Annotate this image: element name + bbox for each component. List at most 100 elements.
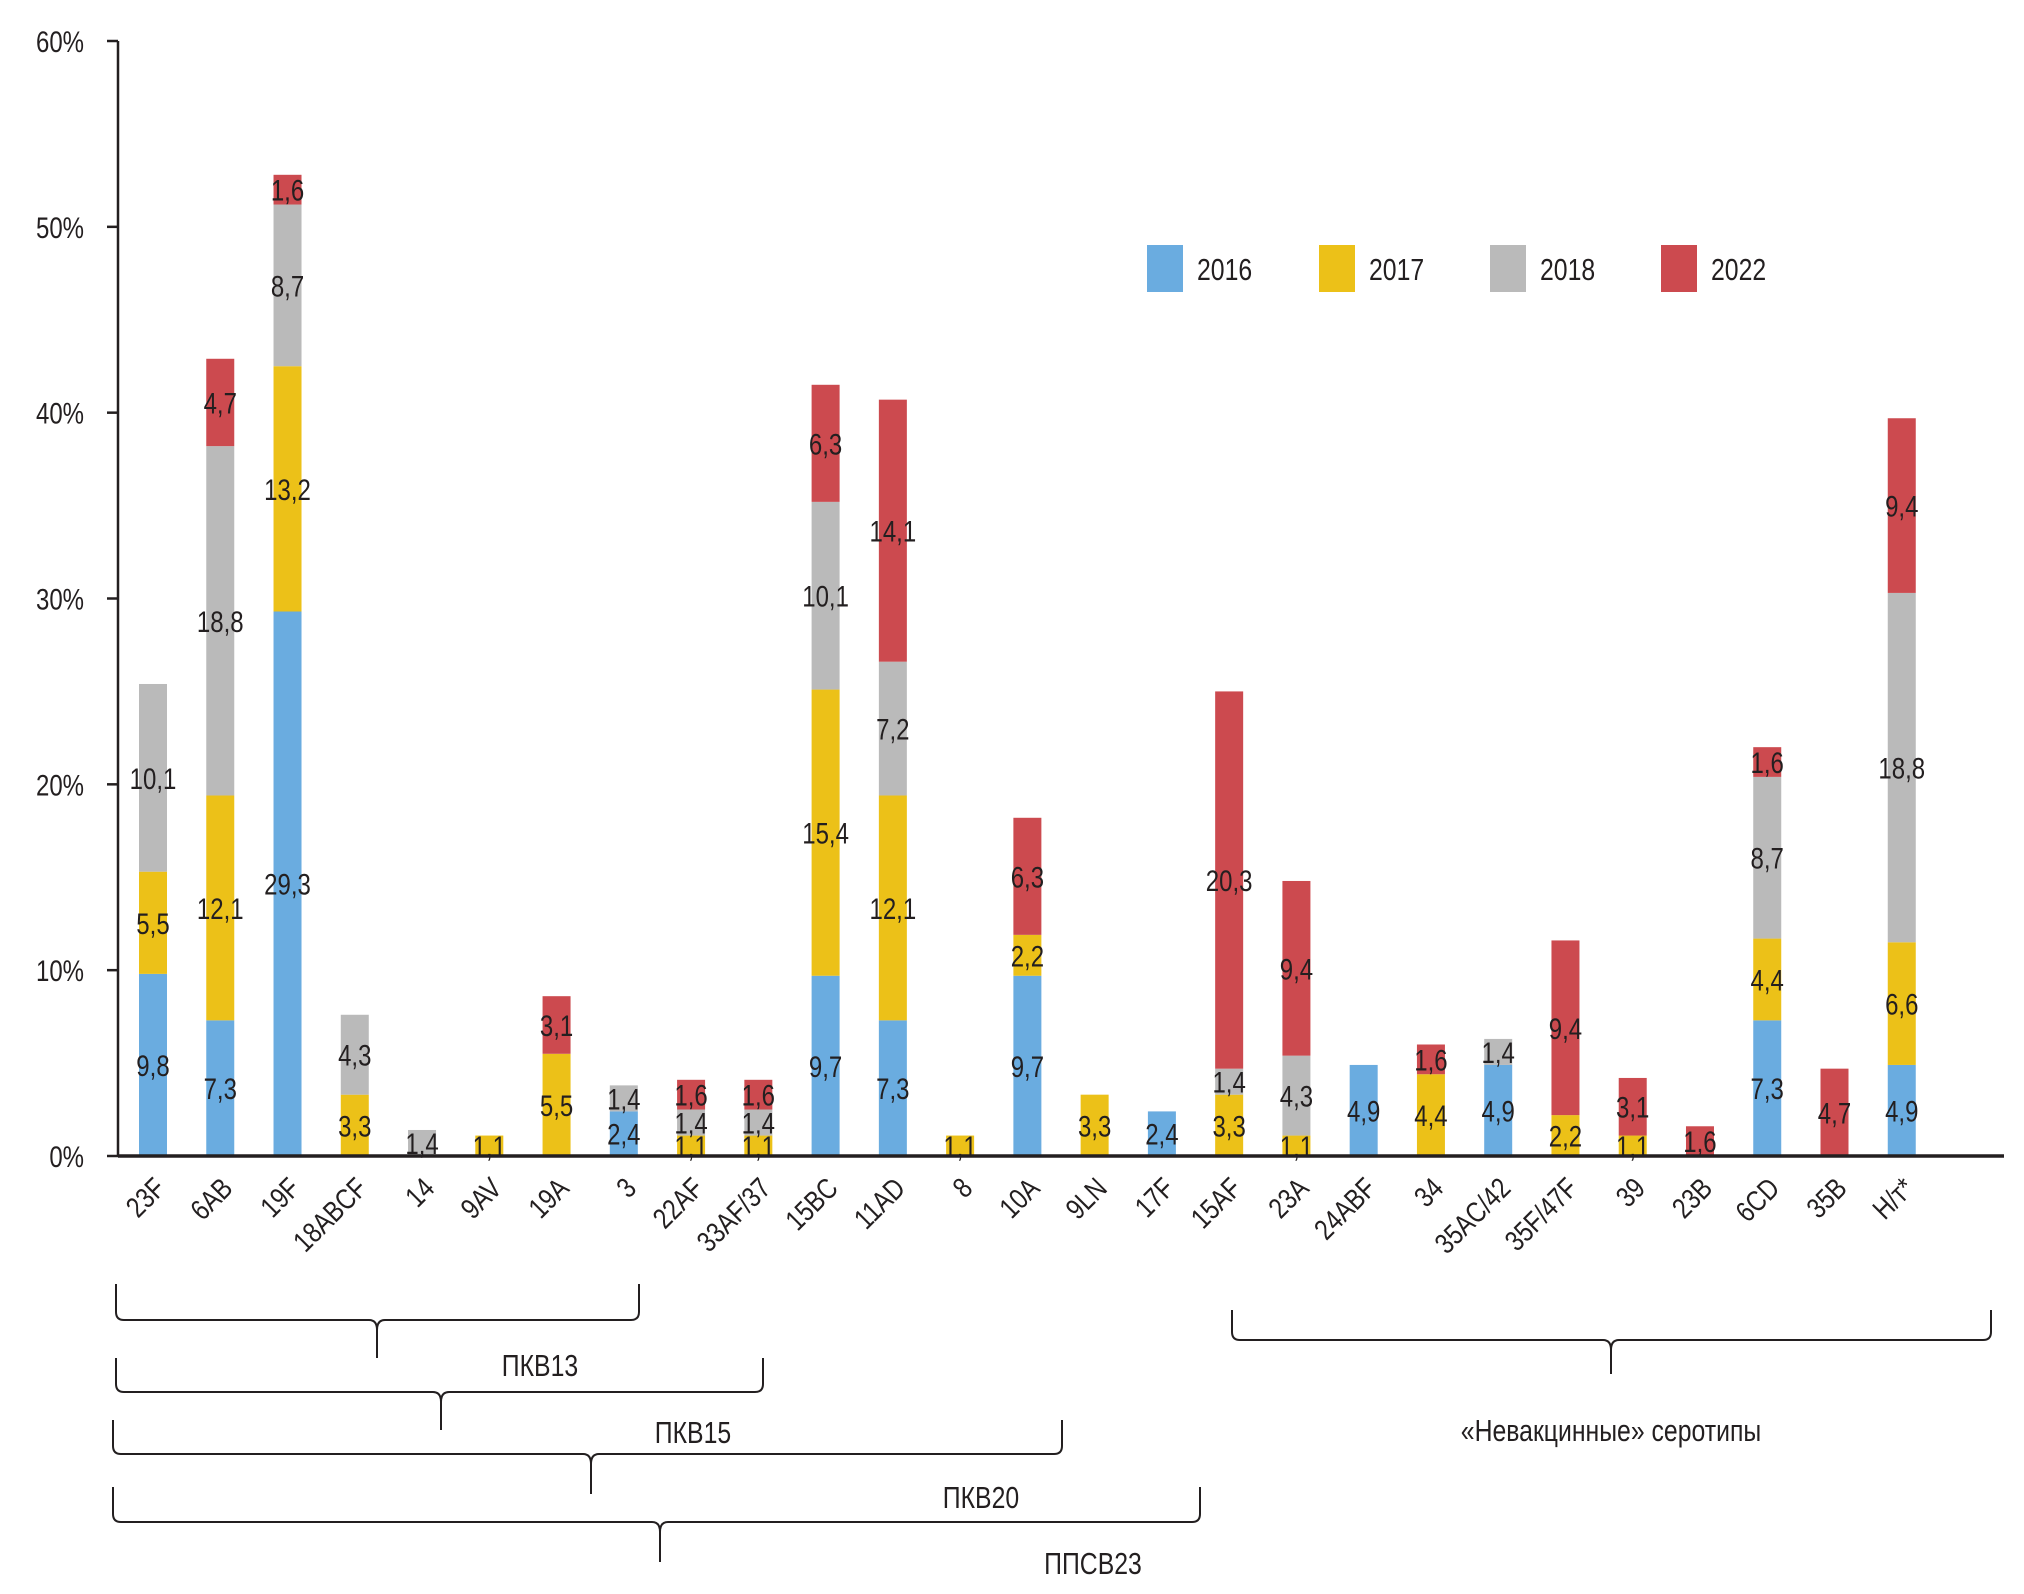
bar-segment-2016-6cd — [1753, 1020, 1782, 1156]
bar-segment-2017-6cd — [1753, 938, 1782, 1021]
bar-segment-2017-39 — [1618, 1135, 1647, 1156]
legend-item-2022: 2022 — [1661, 245, 1766, 292]
legend: 2016 2017 2018 2022 — [1147, 245, 1766, 292]
value-label-2017-18abcf: 3,3 — [338, 1109, 371, 1143]
bar-segment-2016-35ac-42 — [1484, 1064, 1513, 1156]
group-невакцинные-серотипы: «Невакцинные» серотипы — [1231, 1310, 1992, 1448]
bar-segment-2017-34 — [1416, 1074, 1445, 1156]
value-label-2022-19a: 3,1 — [540, 1008, 573, 1042]
value-label-2018-23a: 4,3 — [1280, 1079, 1313, 1113]
bar-segment-2017-19f — [273, 366, 302, 612]
bar-segment-2018-18abcf — [340, 1014, 369, 1095]
bar-segment-2018-3 — [609, 1085, 638, 1112]
value-label-2016-35ac-42: 4,9 — [1482, 1094, 1515, 1128]
bar-segment-2022-35f-47f — [1551, 940, 1580, 1116]
bar-segment-2018-15af — [1215, 1068, 1244, 1095]
group-пкв15: ПКВ15 — [115, 1358, 764, 1450]
legend-swatch — [1661, 245, 1697, 292]
value-label-2018-15af: 1,4 — [1212, 1065, 1245, 1099]
value-label-2017-9av: 1,1 — [473, 1129, 506, 1163]
value-label-2022-15af: 20,3 — [1206, 863, 1253, 897]
y-tick-label: 50% — [36, 210, 84, 244]
value-label-2017-39: 1,1 — [1616, 1129, 1649, 1163]
value-label-2022-11ad: 14,1 — [870, 514, 917, 548]
x-tick-label-17f: 17F — [1128, 1171, 1180, 1223]
x-tick-label-35f-47f: 35F/47F — [1498, 1171, 1584, 1257]
bar-segment-2018-6ab — [206, 446, 235, 796]
bar-segment-2017-18abcf — [340, 1094, 369, 1156]
bar-segment-2016-15bc — [811, 975, 840, 1156]
x-tick-label-н-т: Н/т* — [1866, 1171, 1920, 1225]
value-label-2017-11ad: 12,1 — [870, 891, 917, 925]
bar-segment-2017-22af — [677, 1135, 706, 1156]
x-tick-label-9av: 9AV — [454, 1171, 508, 1225]
brace-shape — [112, 1487, 1201, 1562]
bar-segment-2016-11ad — [878, 1020, 907, 1156]
value-label-2017-6cd: 4,4 — [1751, 963, 1784, 997]
bar-segment-2022-15af — [1215, 691, 1244, 1069]
y-tick-label: 60% — [36, 24, 84, 58]
value-label-2016-6cd: 7,3 — [1751, 1072, 1784, 1106]
value-label-2017-15af: 3,3 — [1212, 1109, 1245, 1143]
value-label-2016-24abf: 4,9 — [1347, 1094, 1380, 1128]
bar-segment-2018-11ad — [878, 661, 907, 796]
bar-segment-2022-15bc — [811, 384, 840, 502]
bar-segment-2017-19a — [542, 1053, 571, 1156]
legend-item-2017: 2017 — [1319, 245, 1424, 292]
brace-shape — [115, 1358, 764, 1430]
x-tick-label-23a: 23A — [1262, 1171, 1315, 1224]
x-tick-label-39: 39 — [1609, 1171, 1651, 1213]
group-label: ППСВ23 — [1044, 1546, 1142, 1580]
group-label: ПКВ15 — [655, 1415, 731, 1449]
legend-label: 2016 — [1197, 252, 1252, 286]
value-label-2016-6ab: 7,3 — [204, 1072, 237, 1106]
bar-segment-2022-23a — [1282, 880, 1311, 1056]
bar-segment-2022-19a — [542, 996, 571, 1054]
value-label-2017-н-т: 6,6 — [1885, 987, 1918, 1021]
bar-segment-2022-35b — [1820, 1068, 1849, 1156]
bar-segment-2018-23f — [139, 683, 167, 872]
group-пкв20: ПКВ20 — [112, 1420, 1063, 1515]
x-tick-label-19a: 19A — [522, 1171, 575, 1224]
brace-shape — [112, 1420, 1063, 1494]
bar-segment-2016-23f — [139, 973, 167, 1156]
group-пкв13: ПКВ13 — [115, 1284, 640, 1383]
value-label-2018-6ab: 18,8 — [197, 604, 244, 638]
value-label-2017-23f: 5,5 — [136, 906, 169, 940]
bar-segment-2017-н-т — [1887, 942, 1916, 1065]
bar-segment-2016-3 — [609, 1111, 638, 1156]
bar-segment-2018-14 — [408, 1129, 437, 1156]
bar-segment-2018-22af — [677, 1109, 706, 1136]
value-label-2022-23a: 9,4 — [1280, 952, 1313, 986]
value-label-2017-15bc: 15,4 — [802, 816, 849, 850]
value-label-2016-15bc: 9,7 — [809, 1049, 842, 1083]
bar-segment-2017-8 — [946, 1135, 975, 1156]
x-tick-label-33af-37: 33AF/37 — [690, 1171, 777, 1258]
bar-segment-2016-24abf — [1349, 1064, 1378, 1156]
value-label-2016-23f: 9,8 — [136, 1048, 169, 1082]
y-tick-label: 30% — [36, 582, 84, 616]
value-label-2022-23b: 1,6 — [1683, 1125, 1716, 1159]
value-label-2022-35b: 4,7 — [1818, 1096, 1851, 1130]
value-label-2017-35f-47f: 2,2 — [1549, 1119, 1582, 1153]
x-tick-label-6ab: 6AB — [184, 1171, 239, 1226]
legend-label: 2017 — [1369, 252, 1424, 286]
brace-shape — [115, 1284, 640, 1358]
value-label-2022-22af: 1,6 — [674, 1078, 707, 1112]
bar-segment-2017-6ab — [206, 795, 235, 1021]
value-label-2022-10a: 6,3 — [1011, 860, 1044, 894]
legend-swatch — [1490, 245, 1526, 292]
value-label-2018-18abcf: 4,3 — [338, 1038, 371, 1072]
bar-segment-2016-6ab — [206, 1020, 235, 1156]
value-label-2018-3: 1,4 — [607, 1082, 640, 1116]
bar-segment-2018-23a — [1282, 1055, 1311, 1136]
value-label-2017-6ab: 12,1 — [197, 891, 244, 925]
bar-segment-2017-15af — [1215, 1094, 1244, 1156]
bar-segment-2016-н-т — [1887, 1064, 1916, 1156]
group-label: ПКВ13 — [502, 1348, 578, 1382]
y-tick-label: 10% — [36, 954, 84, 988]
bar-segment-2022-23b — [1685, 1126, 1714, 1156]
bar-segment-2022-6ab — [206, 358, 235, 447]
value-label-2016-10a: 9,7 — [1011, 1049, 1044, 1083]
